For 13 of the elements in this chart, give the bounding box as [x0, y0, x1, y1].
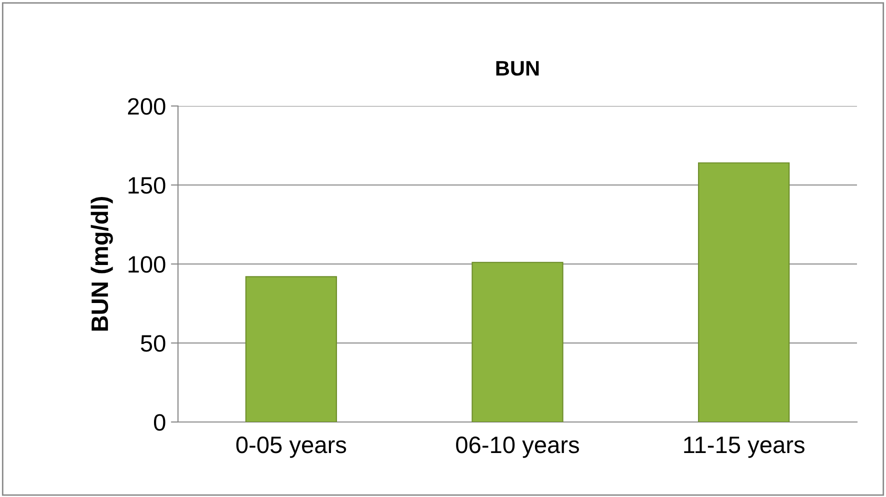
- x-tick-label: 06-10 years: [456, 436, 579, 458]
- y-tick-label: 150: [128, 177, 166, 194]
- x-tick-label: 11-15 years: [684, 436, 804, 458]
- x-tick-label: 0-05 years: [236, 436, 346, 458]
- y-tick-label: 50: [140, 335, 166, 352]
- bar: [698, 162, 790, 422]
- y-tick-label: 0: [154, 414, 166, 431]
- bar: [245, 276, 337, 422]
- bar: [472, 262, 564, 422]
- y-tick-label: 200: [128, 98, 166, 115]
- chart-title: BUN: [496, 61, 539, 76]
- y-tick-label: 100: [128, 256, 166, 273]
- y-axis-title: BUN (mg/dl): [90, 196, 113, 331]
